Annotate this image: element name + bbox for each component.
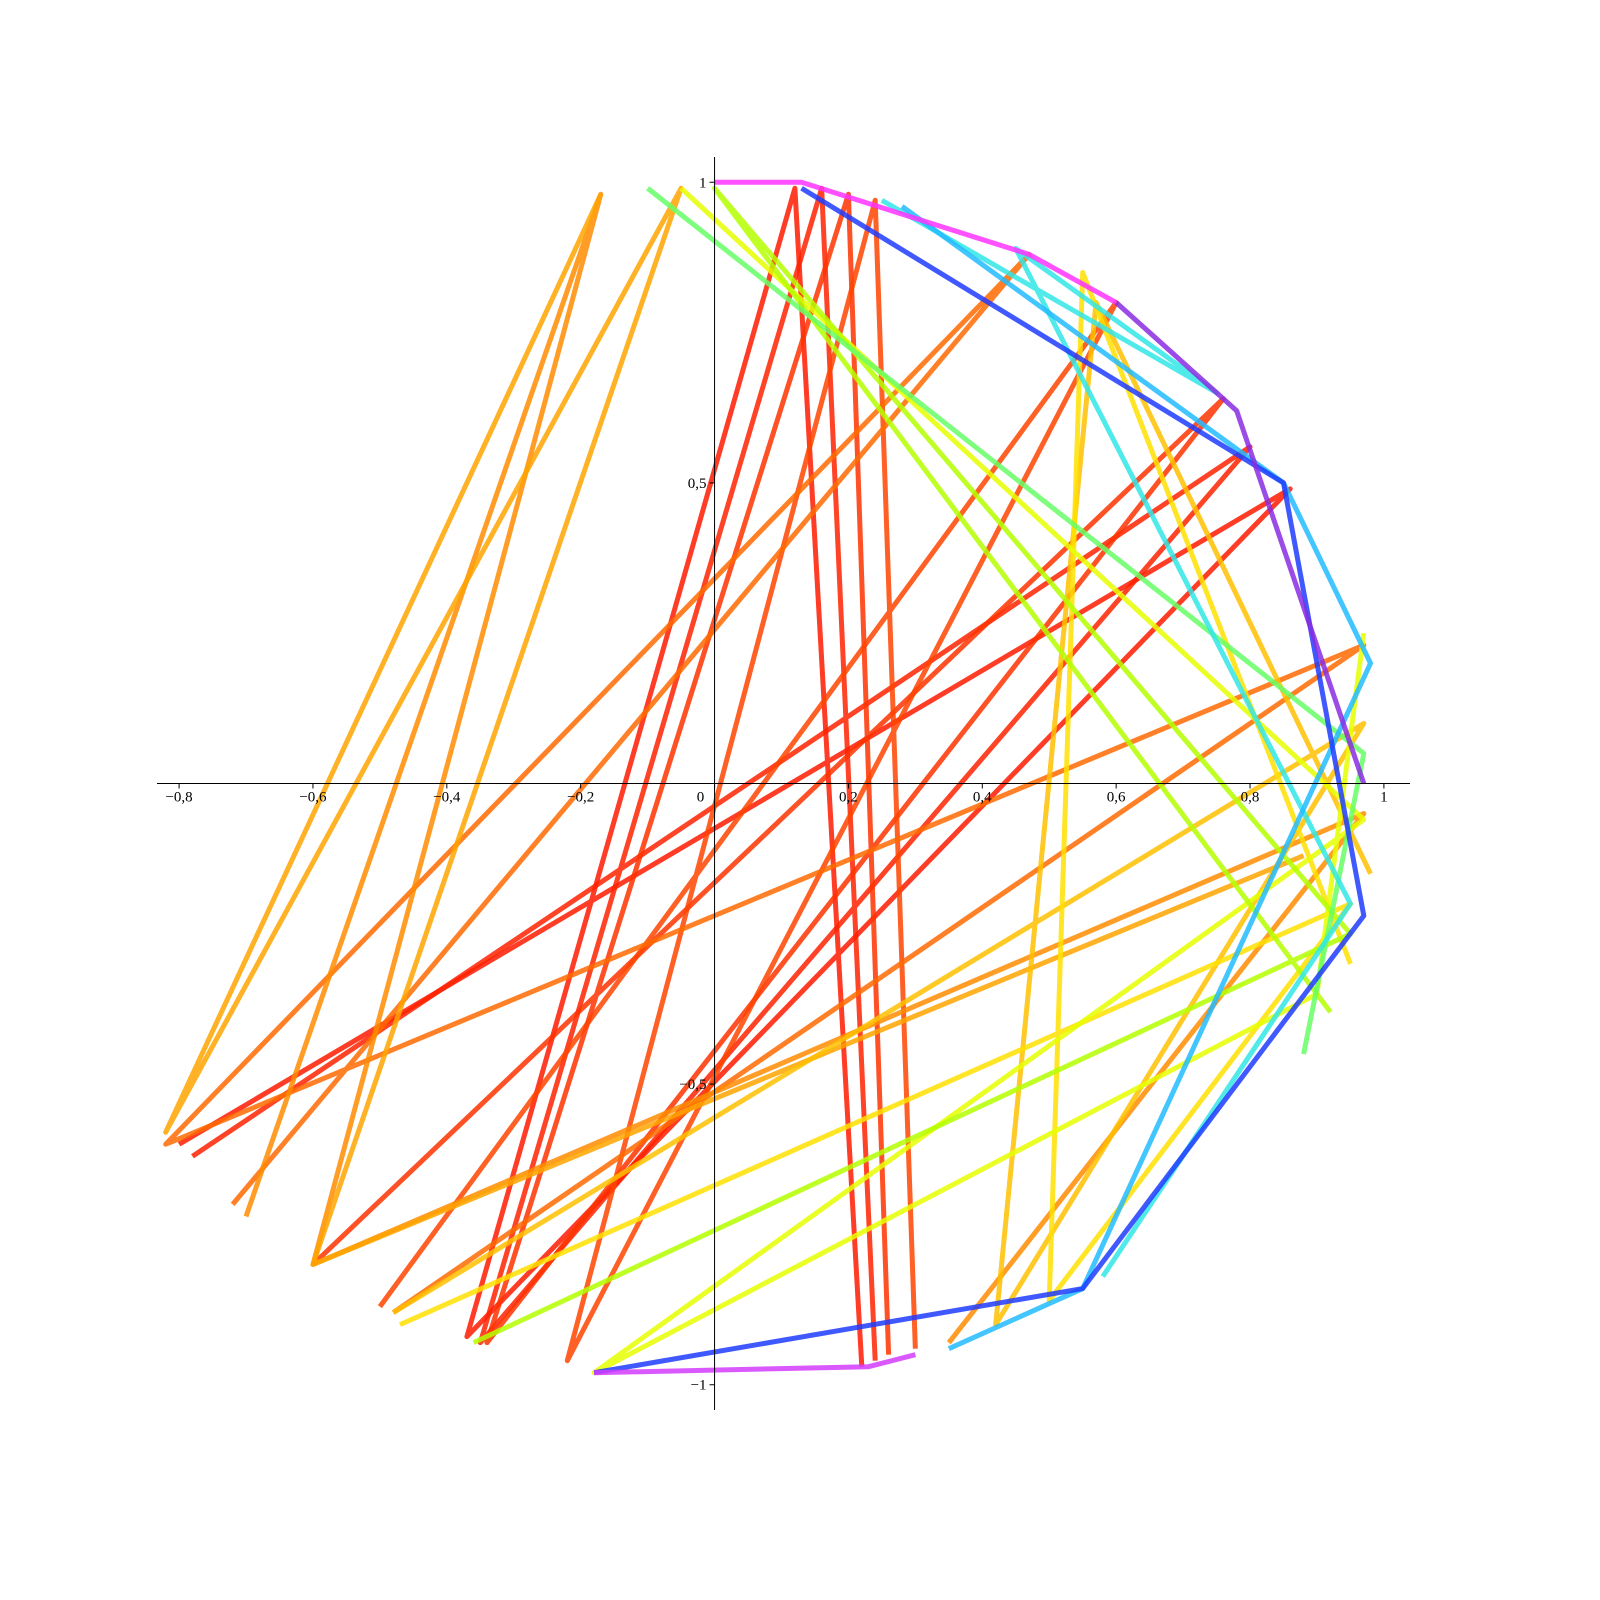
x-tick-label: −0,6 [299, 790, 327, 806]
series-line [646, 186, 1367, 1055]
y-tick-label: −1 [691, 1378, 707, 1394]
x-tick-label: −0,4 [433, 790, 461, 806]
series-line [900, 204, 1374, 1351]
series-line [593, 186, 1367, 1376]
y-tick-label: −0,5 [679, 1077, 706, 1093]
series-line [398, 269, 1353, 1327]
series-line [163, 185, 1305, 1267]
series-line [391, 300, 1373, 1328]
x-tick-label: 0,8 [1241, 790, 1260, 806]
x-tick-label: 0,2 [839, 790, 858, 806]
series-line [472, 185, 1353, 1345]
series-line [714, 179, 1118, 305]
x-tick-label: −0,8 [165, 790, 192, 806]
y-tick-label: 0,5 [688, 476, 707, 492]
series-line [591, 186, 1367, 1376]
series-line [191, 185, 1253, 1361]
x-tick-label: 0,6 [1107, 790, 1126, 806]
x-tick-label: 0 [697, 790, 705, 806]
series-line [177, 185, 1293, 1367]
series-line [1114, 300, 1367, 785]
series-line [311, 191, 1226, 1355]
x-tick-label: 0,4 [973, 790, 992, 806]
series-line [594, 1352, 916, 1376]
y-tick-label: 1 [699, 175, 707, 191]
x-tick-label: 1 [1380, 790, 1388, 806]
x-tick-label: −0,2 [567, 790, 594, 806]
series-line [377, 197, 1119, 1364]
